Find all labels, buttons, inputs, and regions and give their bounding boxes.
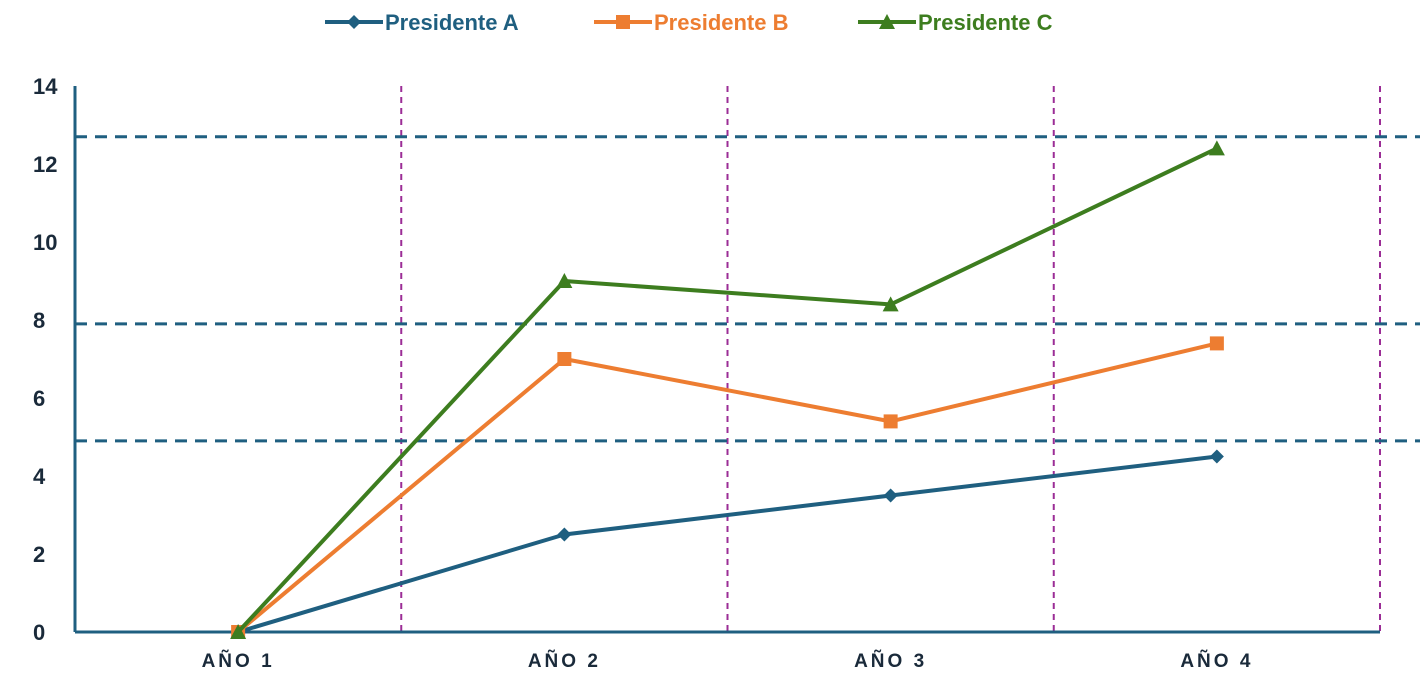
y-tick-label: 0 [33,620,45,645]
data-point [557,352,572,366]
data-point [1208,140,1225,156]
y-tick-label: 14 [33,74,58,99]
legend-label: Presidente A [385,10,519,35]
data-point [557,527,572,542]
series-line [237,454,1218,634]
series-line [236,341,1218,634]
y-tick-label: 12 [33,152,57,177]
y-tick-label: 8 [33,308,45,333]
legend-marker [616,15,630,29]
data-point [1209,336,1224,351]
x-tick-label: AÑO 1 [202,650,275,672]
legend-label: Presidente C [918,10,1053,35]
data-point [883,414,898,429]
x-tick-label: AÑO 4 [1180,650,1253,672]
series-line [236,146,1218,634]
data-point [230,624,247,639]
x-tick-label: AÑO 3 [854,650,927,672]
y-tick-label: 10 [33,230,57,255]
data-point [1209,449,1224,464]
y-tick-label: 6 [33,386,45,411]
chart-legend: Presidente A Presidente B Presidente C [325,10,1053,35]
y-tick-label: 2 [33,542,45,567]
data-point [556,273,573,288]
legend-marker [347,15,361,29]
data-point [883,488,898,503]
data-point [882,296,899,312]
chart-grid [75,86,1420,632]
legend-label: Presidente B [654,10,789,35]
y-tick-label: 4 [33,464,46,489]
legend-marker [879,14,895,29]
x-tick-label: AÑO 2 [528,650,601,672]
chart-axes: 0 2 4 6 8 10 12 14 AÑO 1 AÑO 2 AÑO 3 AÑO 4 [33,74,1380,672]
chart-series [230,140,1225,639]
